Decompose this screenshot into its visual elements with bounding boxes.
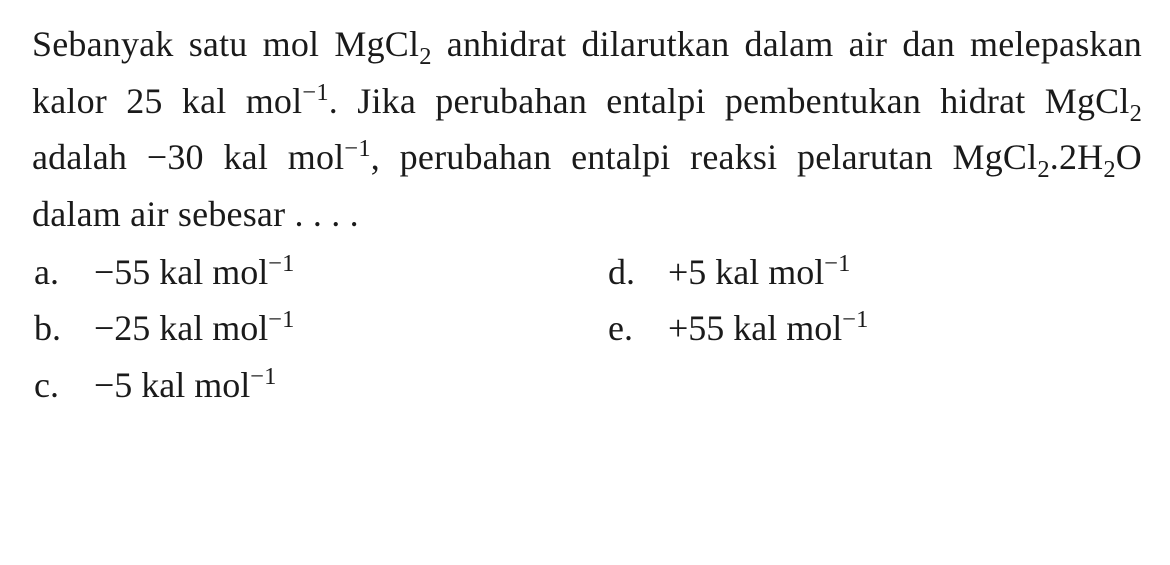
opt-pre: +55 kal mol (668, 308, 842, 348)
option-a: a. −55 kal mol−1 (34, 246, 568, 298)
q-sub: 2 (1130, 100, 1142, 127)
q-sub: 2 (1103, 157, 1115, 184)
opt-sup: −1 (842, 306, 868, 333)
option-e: e. +55 kal mol−1 (608, 302, 1142, 354)
q-sub: 2 (1037, 157, 1049, 184)
option-letter: d. (608, 246, 668, 298)
option-c: c. −5 kal mol−1 (34, 359, 568, 411)
q-part: Sebanyak satu mol MgCl (32, 24, 419, 64)
q-part: , perubahan entalpi reaksi pelarutan MgC… (371, 137, 1038, 177)
option-value: −25 kal mol−1 (94, 302, 294, 354)
option-b: b. −25 kal mol−1 (34, 302, 568, 354)
opt-sup: −1 (268, 306, 294, 333)
option-value: +55 kal mol−1 (668, 302, 868, 354)
opt-sup: −1 (250, 363, 276, 390)
opt-sup: −1 (824, 250, 850, 277)
q-part: adalah −30 kal mol (32, 137, 344, 177)
question-text: Sebanyak satu mol MgCl2 anhidrat dilarut… (32, 18, 1142, 240)
option-letter: a. (34, 246, 94, 298)
q-part: .2H (1050, 137, 1104, 177)
option-d: d. +5 kal mol−1 (608, 246, 1142, 298)
option-letter: b. (34, 302, 94, 354)
option-value: −55 kal mol−1 (94, 246, 294, 298)
q-sup: −1 (344, 135, 370, 162)
q-sub: 2 (419, 43, 431, 70)
q-part: . Jika perubahan entalpi pembentukan hid… (329, 81, 1130, 121)
option-letter: c. (34, 359, 94, 411)
opt-pre: −25 kal mol (94, 308, 268, 348)
option-value: −5 kal mol−1 (94, 359, 276, 411)
opt-pre: −55 kal mol (94, 252, 268, 292)
opt-pre: −5 kal mol (94, 365, 250, 405)
option-letter: e. (608, 302, 668, 354)
opt-sup: −1 (268, 250, 294, 277)
q-sup: −1 (302, 79, 328, 106)
option-value: +5 kal mol−1 (668, 246, 850, 298)
options-grid: a. −55 kal mol−1 d. +5 kal mol−1 b. −25 … (32, 246, 1142, 411)
opt-pre: +5 kal mol (668, 252, 824, 292)
